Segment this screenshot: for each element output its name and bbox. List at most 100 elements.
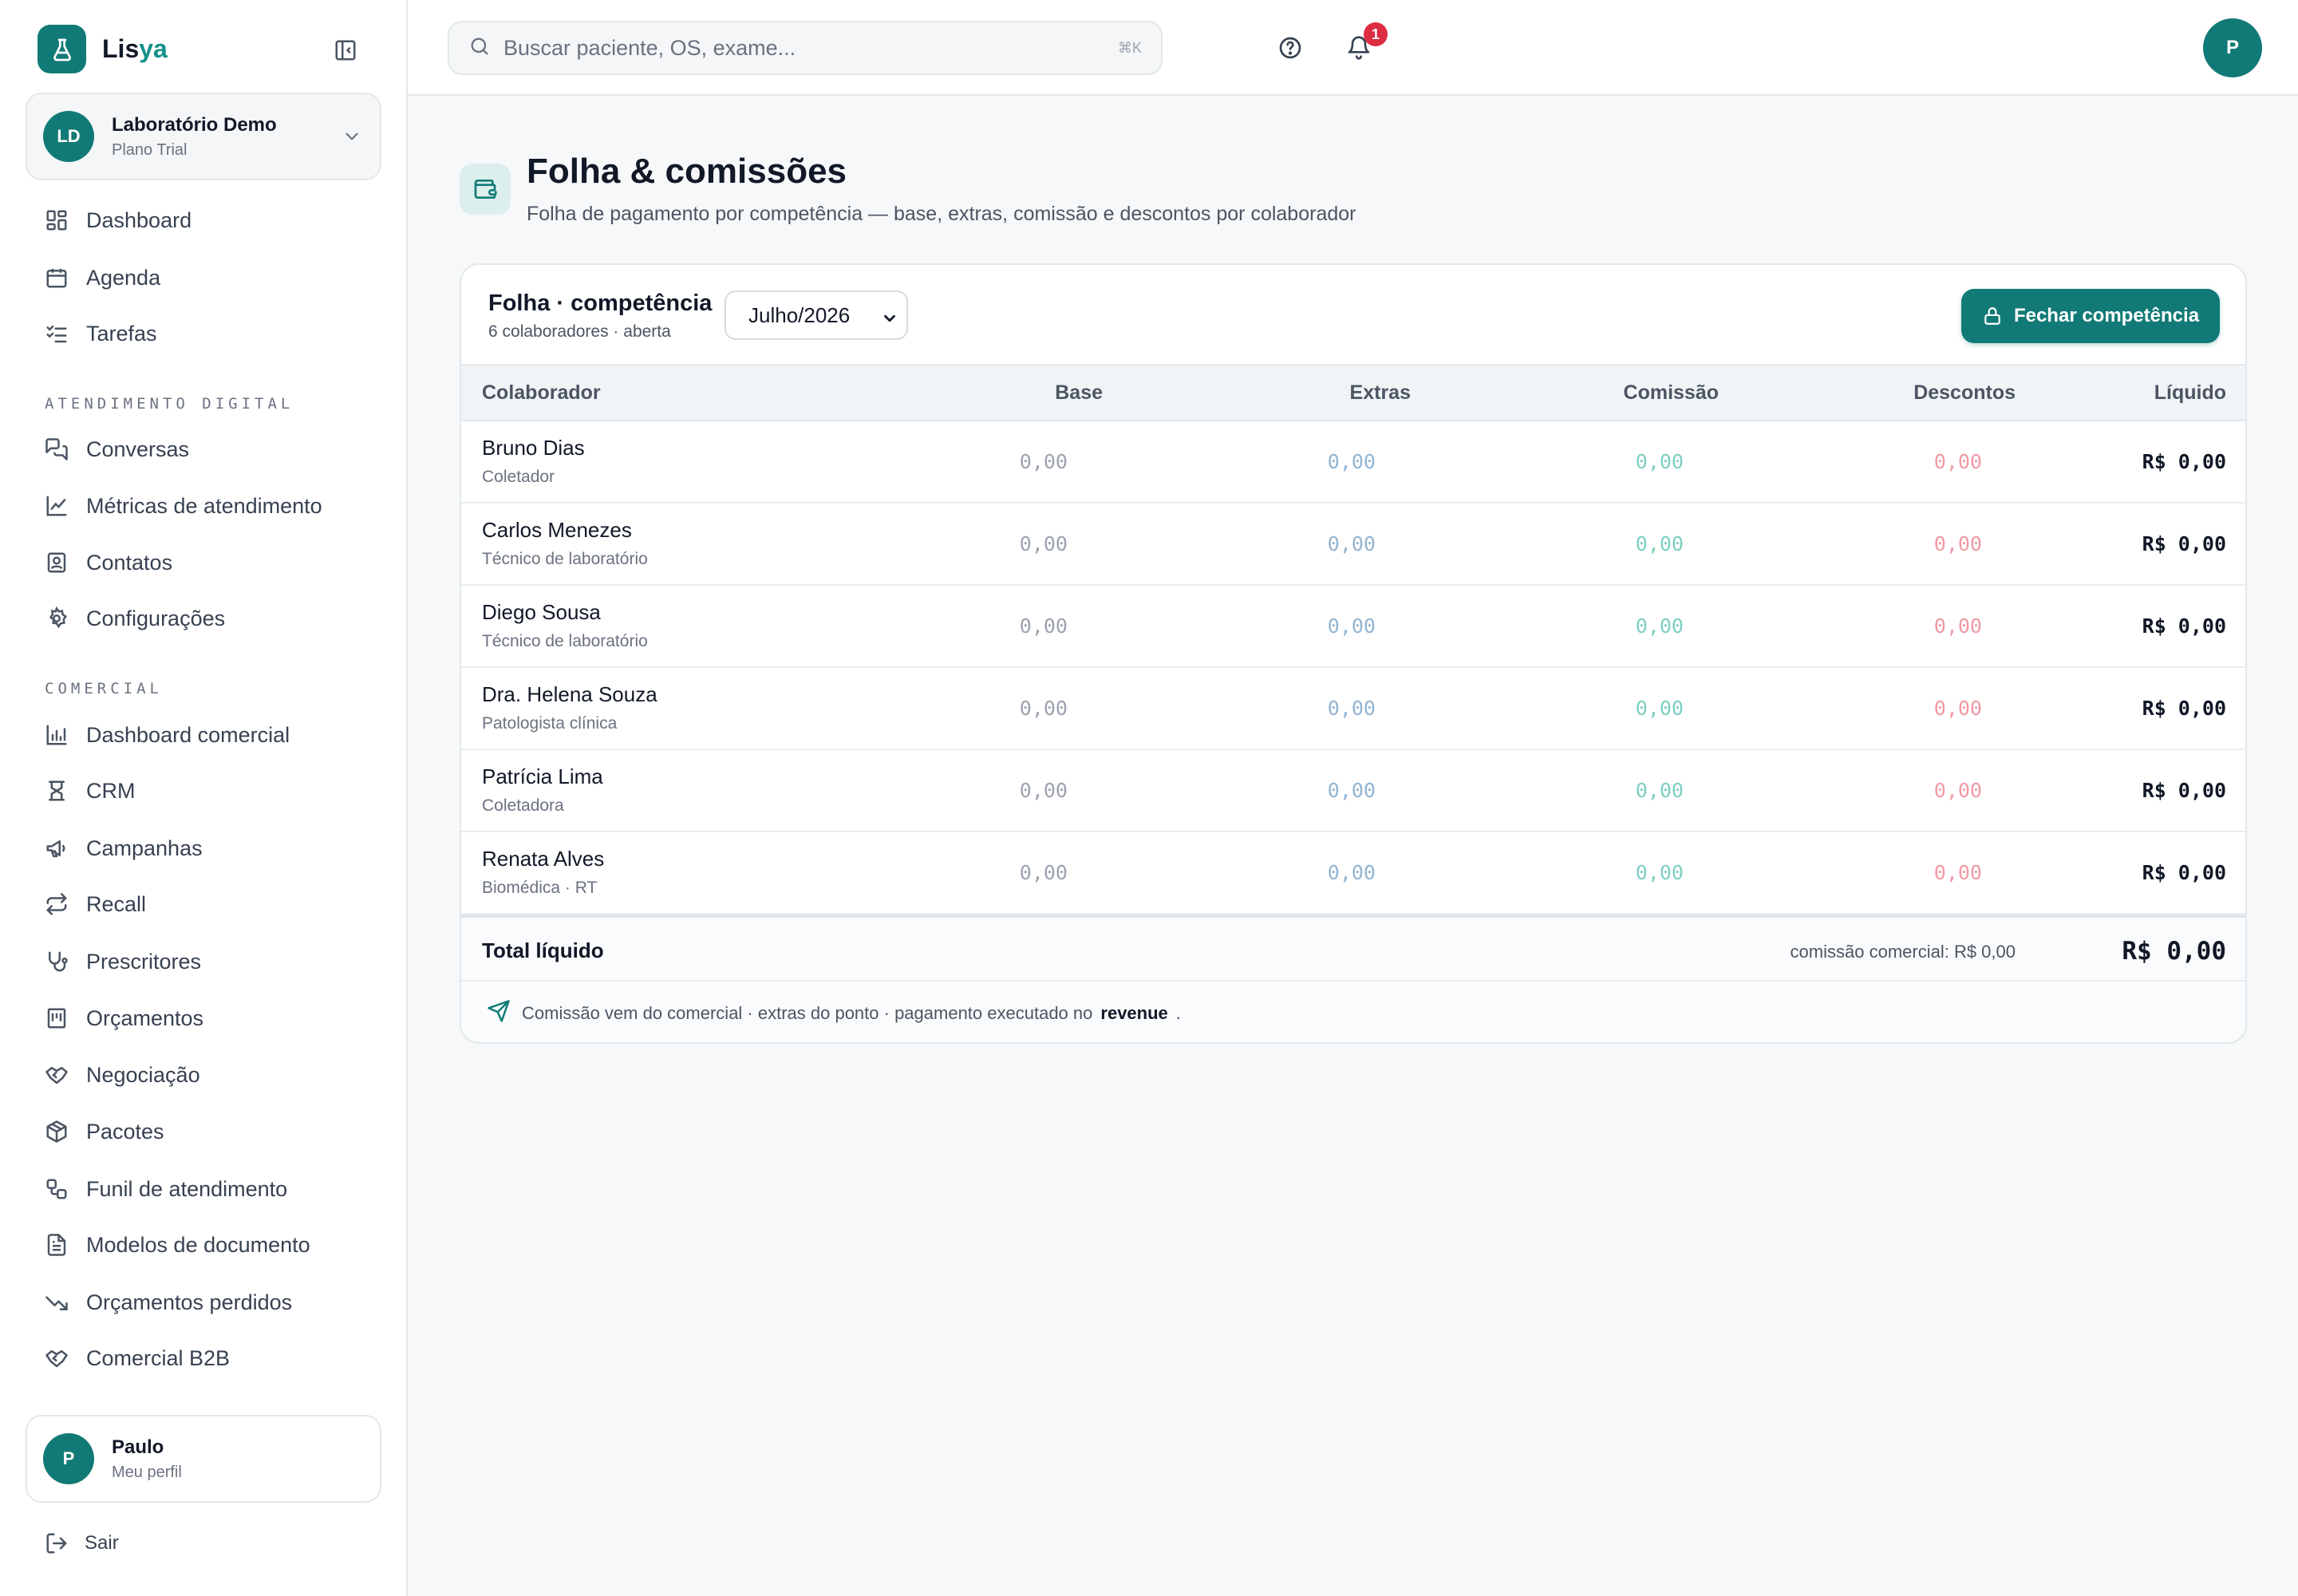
extras-value: 0,00 (1327, 614, 1376, 638)
sidebar-item-dashboard-comercial[interactable]: Dashboard comercial (43, 717, 290, 753)
search-input[interactable] (503, 35, 1110, 61)
sidebar-item-prescritores[interactable]: Prescritores (43, 944, 201, 979)
discount-value: 0,00 (1933, 532, 1982, 555)
sidebar-item-crm[interactable]: CRM (43, 773, 136, 808)
profile-card[interactable]: P Paulo Meu perfil (26, 1415, 381, 1503)
net-value: R$ 0,00 (2142, 450, 2226, 473)
sidebar-item-recall[interactable]: Recall (43, 887, 146, 922)
base-value: 0,00 (1019, 450, 1068, 473)
commission-value: 0,00 (1635, 861, 1684, 884)
total-label: Total líquido (482, 938, 604, 962)
sidebar-item-dashboard[interactable]: Dashboard (43, 203, 192, 238)
discount-value: 0,00 (1933, 614, 1982, 638)
employee-role: Técnico de laboratório (482, 550, 648, 568)
sidebar-item-pacotes[interactable]: Pacotes (43, 1114, 164, 1149)
base-value: 0,00 (1019, 697, 1068, 720)
employee-name: Carlos Menezes (482, 518, 632, 542)
checklist-icon (43, 320, 70, 347)
sidebar-item-modelos[interactable]: Modelos de documento (43, 1227, 310, 1262)
table-row[interactable]: Diego Sousa Técnico de laboratório 0,00 … (461, 586, 2245, 668)
contact-icon (43, 549, 70, 576)
notification-badge: 1 (1364, 22, 1388, 46)
discount-value: 0,00 (1933, 697, 1982, 720)
profile-name: Paulo (112, 1436, 164, 1458)
sidebar-collapse-icon[interactable] (331, 36, 360, 65)
employee-name: Dra. Helena Souza (482, 682, 657, 706)
commission-value: 0,00 (1635, 779, 1684, 802)
extras-value: 0,00 (1327, 861, 1376, 884)
employee-name: Patrícia Lima (482, 764, 603, 788)
repeat-icon (43, 891, 70, 918)
sidebar-item-contatos[interactable]: Contatos (43, 545, 172, 580)
table-row[interactable]: Patrícia Lima Coletadora 0,00 0,00 0,00 … (461, 750, 2245, 832)
logout-button[interactable]: Sair (43, 1526, 119, 1561)
line-chart-icon (43, 492, 70, 519)
sidebar-item-agenda[interactable]: Agenda (43, 260, 160, 295)
wallet-icon (460, 164, 511, 215)
card-subtitle: 6 colaboradores · aberta (488, 322, 671, 341)
user-avatar[interactable]: P (2203, 18, 2262, 77)
net-value: R$ 0,00 (2142, 614, 2226, 638)
sidebar-item-orcamentos-perdidos[interactable]: Orçamentos perdidos (43, 1285, 292, 1320)
col-liquido: Líquido (2154, 381, 2226, 404)
employee-role: Coletador (482, 468, 555, 486)
sidebar-item-orcamentos[interactable]: Orçamentos (43, 1001, 203, 1036)
org-switcher[interactable]: LD Laboratório Demo Plano Trial (26, 93, 381, 180)
brand[interactable]: Lisya (38, 25, 168, 73)
table-header: Colaborador Base Extras Comissão Descont… (461, 364, 2245, 421)
table-row[interactable]: Dra. Helena Souza Patologista clínica 0,… (461, 668, 2245, 750)
sidebar-item-tarefas[interactable]: Tarefas (43, 316, 157, 351)
sidebar-item-configuracoes[interactable]: Configurações (43, 601, 225, 636)
discount-value: 0,00 (1933, 861, 1982, 884)
nav-section-comercial: COMERCIAL (45, 680, 163, 697)
brand-name: Lisya (102, 34, 168, 63)
employee-name: Renata Alves (482, 847, 605, 871)
period-select[interactable]: Julho/2026 (725, 290, 908, 340)
total-commission-note: comissão comercial: R$ 0,00 (1790, 942, 2016, 962)
extras-value: 0,00 (1327, 779, 1376, 802)
handshake-icon (43, 1345, 70, 1372)
sidebar-item-comercial-b2b[interactable]: Comercial B2B (43, 1341, 230, 1376)
nav-section-digital: ATENDIMENTO DIGITAL (45, 395, 294, 413)
card-footer: Comissão vem do comercial · extras do po… (461, 982, 2245, 1042)
sidebar: Lisya LD Laboratório Demo Plano Trial Da… (0, 0, 408, 1596)
col-base: Base (1055, 381, 1103, 404)
col-colaborador: Colaborador (482, 381, 601, 404)
total-value: R$ 0,00 (2122, 937, 2226, 966)
receipt-icon (43, 1005, 70, 1032)
page-subtitle: Folha de pagamento por competência — bas… (527, 203, 1356, 225)
bar-chart-icon (43, 721, 70, 749)
document-icon (43, 1231, 70, 1258)
base-value: 0,00 (1019, 532, 1068, 555)
sidebar-item-funil[interactable]: Funil de atendimento (43, 1171, 287, 1207)
payroll-card: Folha · competência 6 colaboradores · ab… (460, 263, 2247, 1044)
workflow-icon (43, 1175, 70, 1203)
employee-role: Coletadora (482, 796, 564, 815)
crm-icon (43, 777, 70, 804)
gear-icon (43, 605, 70, 632)
employee-name: Diego Sousa (482, 600, 601, 624)
sidebar-item-conversas[interactable]: Conversas (43, 432, 189, 467)
extras-value: 0,00 (1327, 450, 1376, 473)
employee-role: Biomédica · RT (482, 879, 598, 897)
sidebar-item-negociacao[interactable]: Negociação (43, 1057, 200, 1092)
table-row[interactable]: Bruno Dias Coletador 0,00 0,00 0,00 0,00… (461, 421, 2245, 504)
sidebar-item-metricas[interactable]: Métricas de atendimento (43, 488, 322, 523)
sidebar-item-campanhas[interactable]: Campanhas (43, 831, 203, 866)
table-row[interactable]: Renata Alves Biomédica · RT 0,00 0,00 0,… (461, 832, 2245, 915)
search-shortcut: ⌘K (1117, 39, 1142, 56)
commission-value: 0,00 (1635, 697, 1684, 720)
col-descontos: Descontos (1913, 381, 2016, 404)
revenue-link[interactable]: revenue (1100, 1003, 1168, 1023)
footer-note: Comissão vem do comercial · extras do po… (522, 1003, 1181, 1023)
handshake-icon (43, 1061, 70, 1088)
close-period-button[interactable]: Fechar competência (1961, 289, 2220, 343)
base-value: 0,00 (1019, 861, 1068, 884)
table-row[interactable]: Carlos Menezes Técnico de laboratório 0,… (461, 504, 2245, 586)
profile-link: Meu perfil (112, 1463, 182, 1481)
help-icon[interactable] (1274, 32, 1306, 64)
megaphone-icon (43, 835, 70, 862)
search-box[interactable]: ⌘K (448, 21, 1163, 75)
bell-icon[interactable]: 1 (1343, 22, 1388, 64)
lock-icon (1982, 306, 2003, 326)
